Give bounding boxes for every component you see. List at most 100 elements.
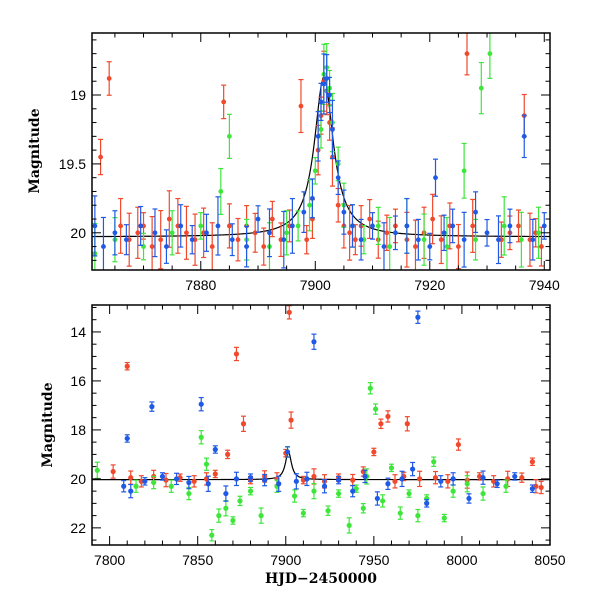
data-point [138,205,144,246]
data-point [247,486,254,496]
data-point [384,214,390,252]
data-point [269,200,275,238]
data-point [415,508,421,523]
data-point [221,84,227,120]
data-point [225,449,231,460]
data-point [325,505,331,516]
data-point [133,479,139,493]
data-point [404,197,410,254]
x-tick-label: 7900 [300,277,331,293]
data-point [191,475,197,488]
data-point [494,479,500,489]
data-point [336,475,342,485]
data-point [360,503,366,514]
data-point [198,396,204,412]
data-point [335,160,341,196]
data-point [464,475,470,493]
data-point [209,528,215,542]
data-point [380,494,386,508]
data-point [336,489,342,498]
data-point [387,216,393,270]
data-point [276,475,282,492]
data-point [447,202,453,250]
data-point [388,463,395,473]
data-point [352,224,358,256]
data-point [126,212,132,267]
data-point [358,218,364,261]
data-point [293,473,299,490]
x-tick-label: 7920 [414,277,445,293]
data-point [321,53,327,115]
data-point [173,472,180,486]
data-point [406,489,412,498]
data-point [480,470,486,485]
data-point [169,210,175,256]
data-point [362,469,368,484]
data-point [307,179,313,232]
bottom-series-blue [121,310,535,508]
data-point [521,114,527,159]
data-point [106,61,112,96]
data-point [152,208,158,258]
data-point [198,430,204,445]
data-point [166,190,172,248]
data-point [142,477,148,486]
data-point [373,403,379,415]
x-tick-label: 7850 [182,552,213,568]
data-point [118,197,124,254]
data-point [289,197,295,254]
data-point [519,472,525,483]
data-point [445,474,451,489]
data-point [529,457,535,467]
data-point [397,506,403,520]
data-point [417,470,423,488]
data-point [433,158,438,197]
data-point [367,382,373,395]
data-point [441,513,447,523]
data-point [203,457,210,471]
data-point [349,204,355,248]
y-tick-label: 20 [70,225,86,241]
data-point [438,475,444,488]
data-point [461,211,467,268]
data-point [235,217,241,262]
data-point [385,410,391,423]
data-point [252,212,258,253]
x-tick-label: 7950 [358,552,389,568]
data-point [266,208,272,258]
data-point [350,473,356,487]
data-point [412,219,418,270]
data-point [186,486,192,501]
top-panel-y-axis-title: Magnitude [27,108,43,193]
data-point [350,484,356,498]
data-point [473,191,479,234]
bottom-series-red [110,305,544,495]
data-point [300,508,306,518]
data-point [135,206,141,259]
data-point [392,215,398,251]
data-point [204,213,209,252]
bottom-series-green [94,382,509,542]
data-point [295,210,301,242]
data-point [478,61,484,115]
data-point [151,475,157,490]
y-tick-label: 19 [70,87,86,103]
x-tick-label: 7880 [185,277,216,293]
data-point [159,472,166,481]
data-point [178,204,184,248]
data-point [415,310,421,324]
bottom-panel: 7800 7850 7900 7950 8000 8050 14 16 18 20 22 Magni… [40,304,566,587]
data-point [375,206,381,246]
data-point [128,483,134,499]
data-point [262,473,268,487]
data-point [311,468,317,485]
data-point [466,493,472,504]
bottom-panel-data [92,305,550,542]
data-point [158,209,164,270]
data-point [233,471,240,487]
data-point [484,218,490,247]
data-point [404,416,410,432]
data-point [381,222,387,270]
data-point [385,477,391,491]
data-point [128,470,134,485]
